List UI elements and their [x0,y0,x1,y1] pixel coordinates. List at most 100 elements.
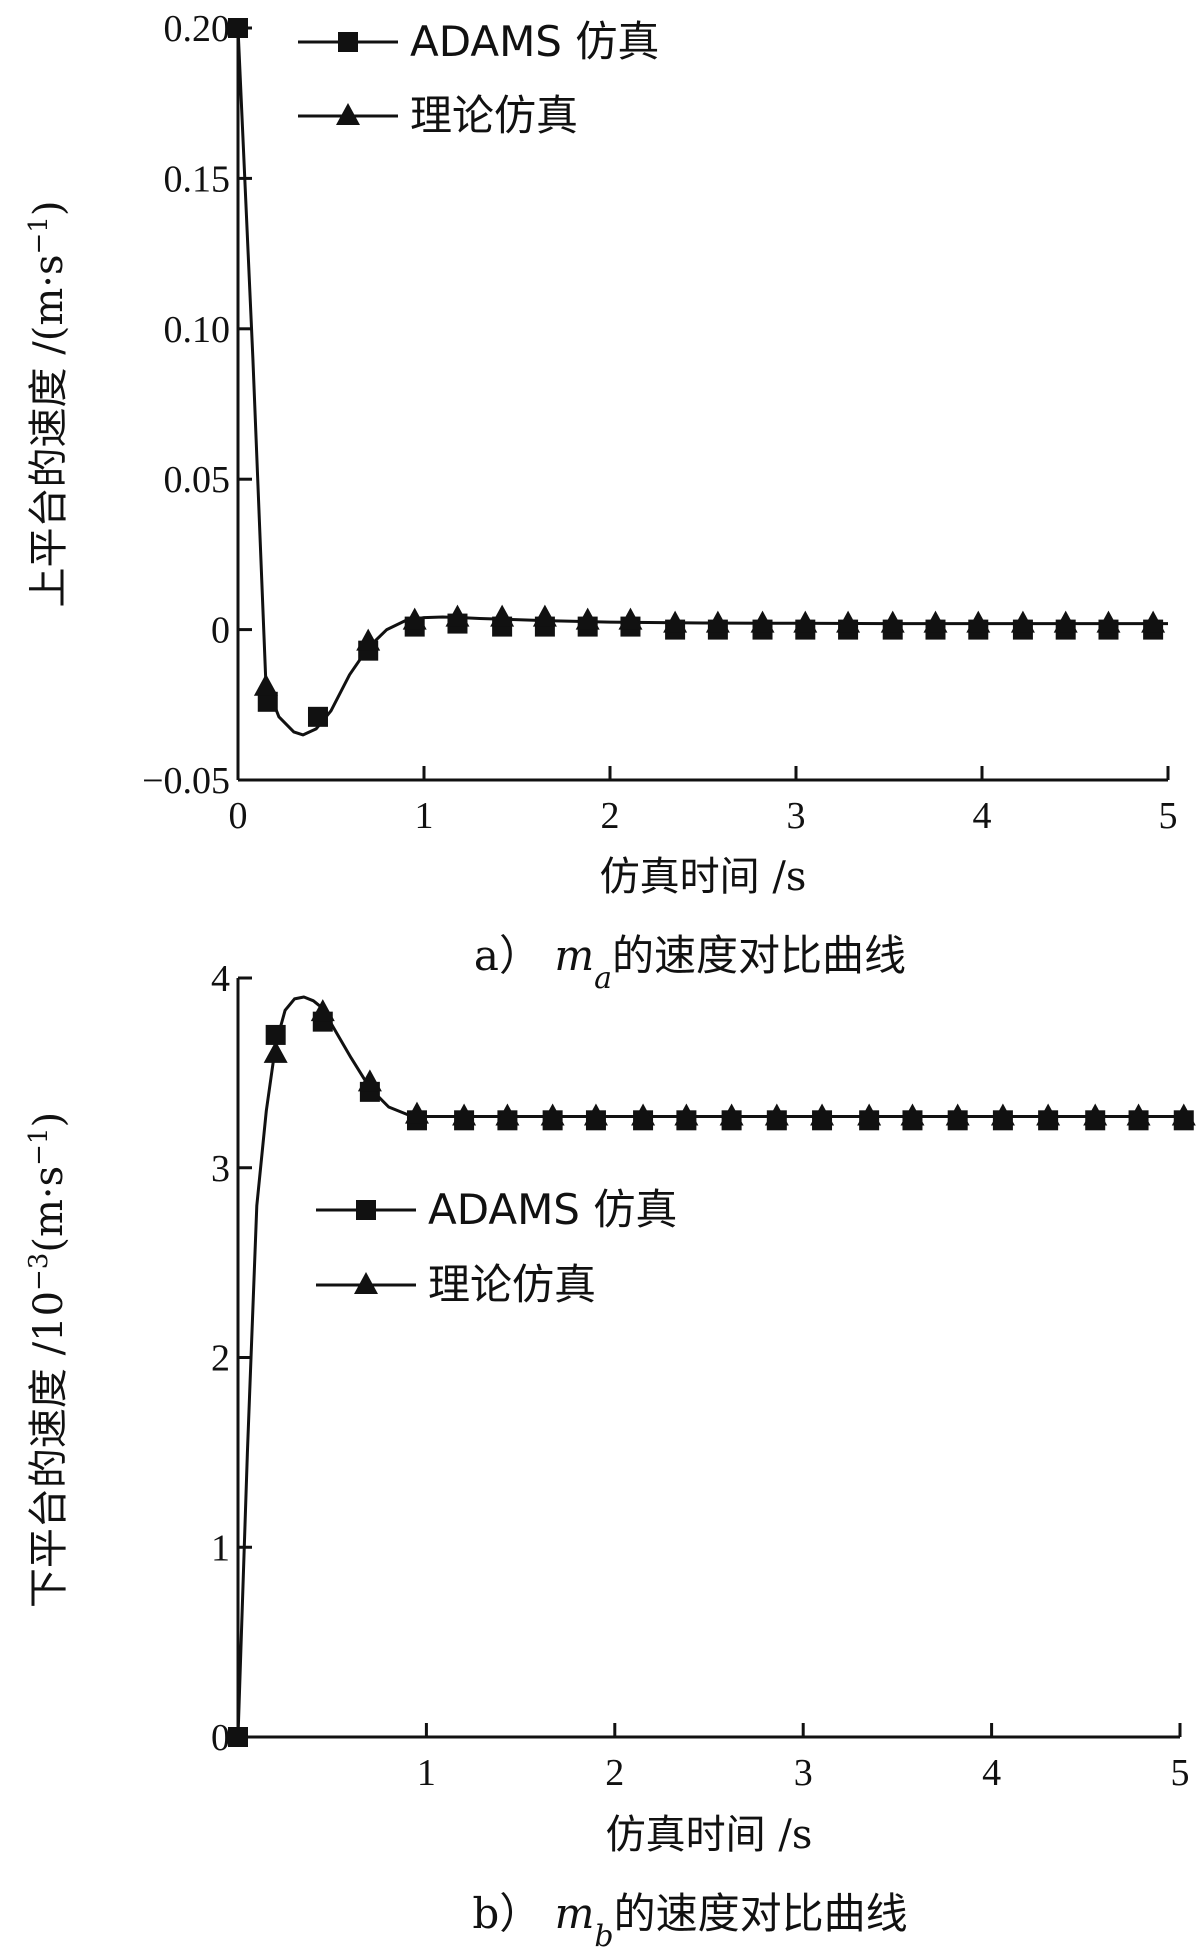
data-point-triangle [966,610,991,633]
x-tick-label: 4 [973,795,992,837]
y-label-tail: ) [26,1112,72,1128]
data-point-triangle [1096,610,1121,633]
data-point-triangle [402,607,427,630]
data-point-triangle [900,1103,925,1126]
legend-marker-triangle [354,1272,378,1294]
y-axis-label: 下平台的速度 /10−3(m·s−1) [24,1112,72,1608]
data-point-triangle [663,610,688,633]
data-point-triangle [1171,1103,1196,1126]
y-axis-label: 上平台的速度 /(m·s−1) [24,201,72,608]
data-point-triangle [495,1103,520,1126]
legend-label: 理论仿真 [410,91,578,140]
y-tick-label: 1 [211,1527,230,1569]
data-point-triangle [705,610,730,633]
caption-a: a） ma的速度对比曲线 [474,931,906,996]
data-point-triangle [253,673,278,696]
x-tick-label: 1 [415,795,434,837]
caption-sub: b [594,1919,613,1952]
y-label-sup2: −1 [24,1128,54,1166]
x-tick-label: 3 [787,795,806,837]
y-label-mid: (m·s [26,1166,72,1253]
data-point-triangle [445,604,470,627]
y-tick-label: 2 [211,1338,230,1380]
y-label-tail: ) [26,201,72,217]
data-point-triangle [945,1103,970,1126]
caption-text: 的速度对比曲线 [612,931,906,980]
caption-sub: a [594,961,612,996]
legend-marker-triangle [336,103,360,125]
y-tick-label: −0.05 [142,760,230,802]
y-tick-label: 0 [211,1717,230,1759]
data-point-triangle [990,1103,1015,1126]
data-point-triangle [810,1103,835,1126]
data-point-triangle [1126,1103,1151,1126]
legend-marker-square [356,1200,376,1220]
y-tick-label: 0.15 [164,158,231,200]
caption-var: m [555,1889,595,1938]
data-point-triangle [857,1103,882,1126]
x-tick-label: 5 [1159,795,1178,837]
caption-prefix: a） [474,931,554,980]
data-point-triangle [490,604,515,627]
x-tick-label: 2 [605,1752,624,1794]
data-point-triangle [631,1103,656,1126]
x-axis-label: 仿真时间 /s [600,854,807,900]
data-point-triangle [310,999,335,1022]
x-tick-label: 0 [229,795,248,837]
y-label-sup: −1 [24,216,54,254]
data-point-triangle [356,628,381,651]
x-tick-label: 3 [794,1752,813,1794]
data-point-triangle [575,607,600,630]
data-point-triangle [793,610,818,633]
data-point-square [307,706,328,727]
y-tick-label: 3 [211,1148,230,1190]
data-point-triangle [1141,610,1166,633]
data-point-square [228,18,248,38]
data-point-triangle [750,610,775,633]
legend-label: ADAMS 仿真 [410,17,659,66]
caption-prefix: b） [472,1889,554,1938]
data-point-triangle [1053,610,1078,633]
data-point-triangle [1083,1103,1108,1126]
legend-marker-square [338,32,358,52]
y-tick-label: 0.05 [164,459,231,501]
legend-label: ADAMS 仿真 [428,1185,677,1234]
x-axis-label: 仿真时间 /s [606,1812,813,1858]
x-tick-label: 5 [1171,1752,1190,1794]
data-point-triangle [532,604,557,627]
y-tick-label: 0.10 [164,309,231,351]
data-point-triangle [880,610,905,633]
y-tick-label: 0.20 [164,8,231,50]
data-point-square [265,1024,286,1045]
data-point-triangle [618,607,643,630]
legend-label: 理论仿真 [428,1260,596,1309]
x-tick-label: 2 [601,795,620,837]
data-point-square [257,691,278,712]
data-point-triangle [836,610,861,633]
data-point-triangle [923,610,948,633]
data-point-triangle [583,1103,608,1126]
data-point-triangle [1036,1103,1061,1126]
data-point-triangle [404,1101,429,1124]
series-line [236,995,1180,1738]
caption-text: 的速度对比曲线 [614,1889,908,1938]
data-point-triangle [357,1069,382,1092]
data-point-triangle [764,1103,789,1126]
data-point-triangle [540,1103,565,1126]
y-label-main: 上平台的速度 /(m·s [26,254,72,607]
data-point-triangle [452,1103,477,1126]
y-label-main: 下平台的速度 /10 [26,1291,72,1608]
data-point-triangle [1010,610,1035,633]
caption-b: b） mb的速度对比曲线 [472,1889,907,1952]
x-tick-label: 4 [982,1752,1001,1794]
data-point-triangle [719,1103,744,1126]
y-label-sup: −3 [24,1253,54,1291]
x-tick-label: 1 [417,1752,436,1794]
data-point-triangle [674,1103,699,1126]
data-point-triangle [263,1040,288,1063]
